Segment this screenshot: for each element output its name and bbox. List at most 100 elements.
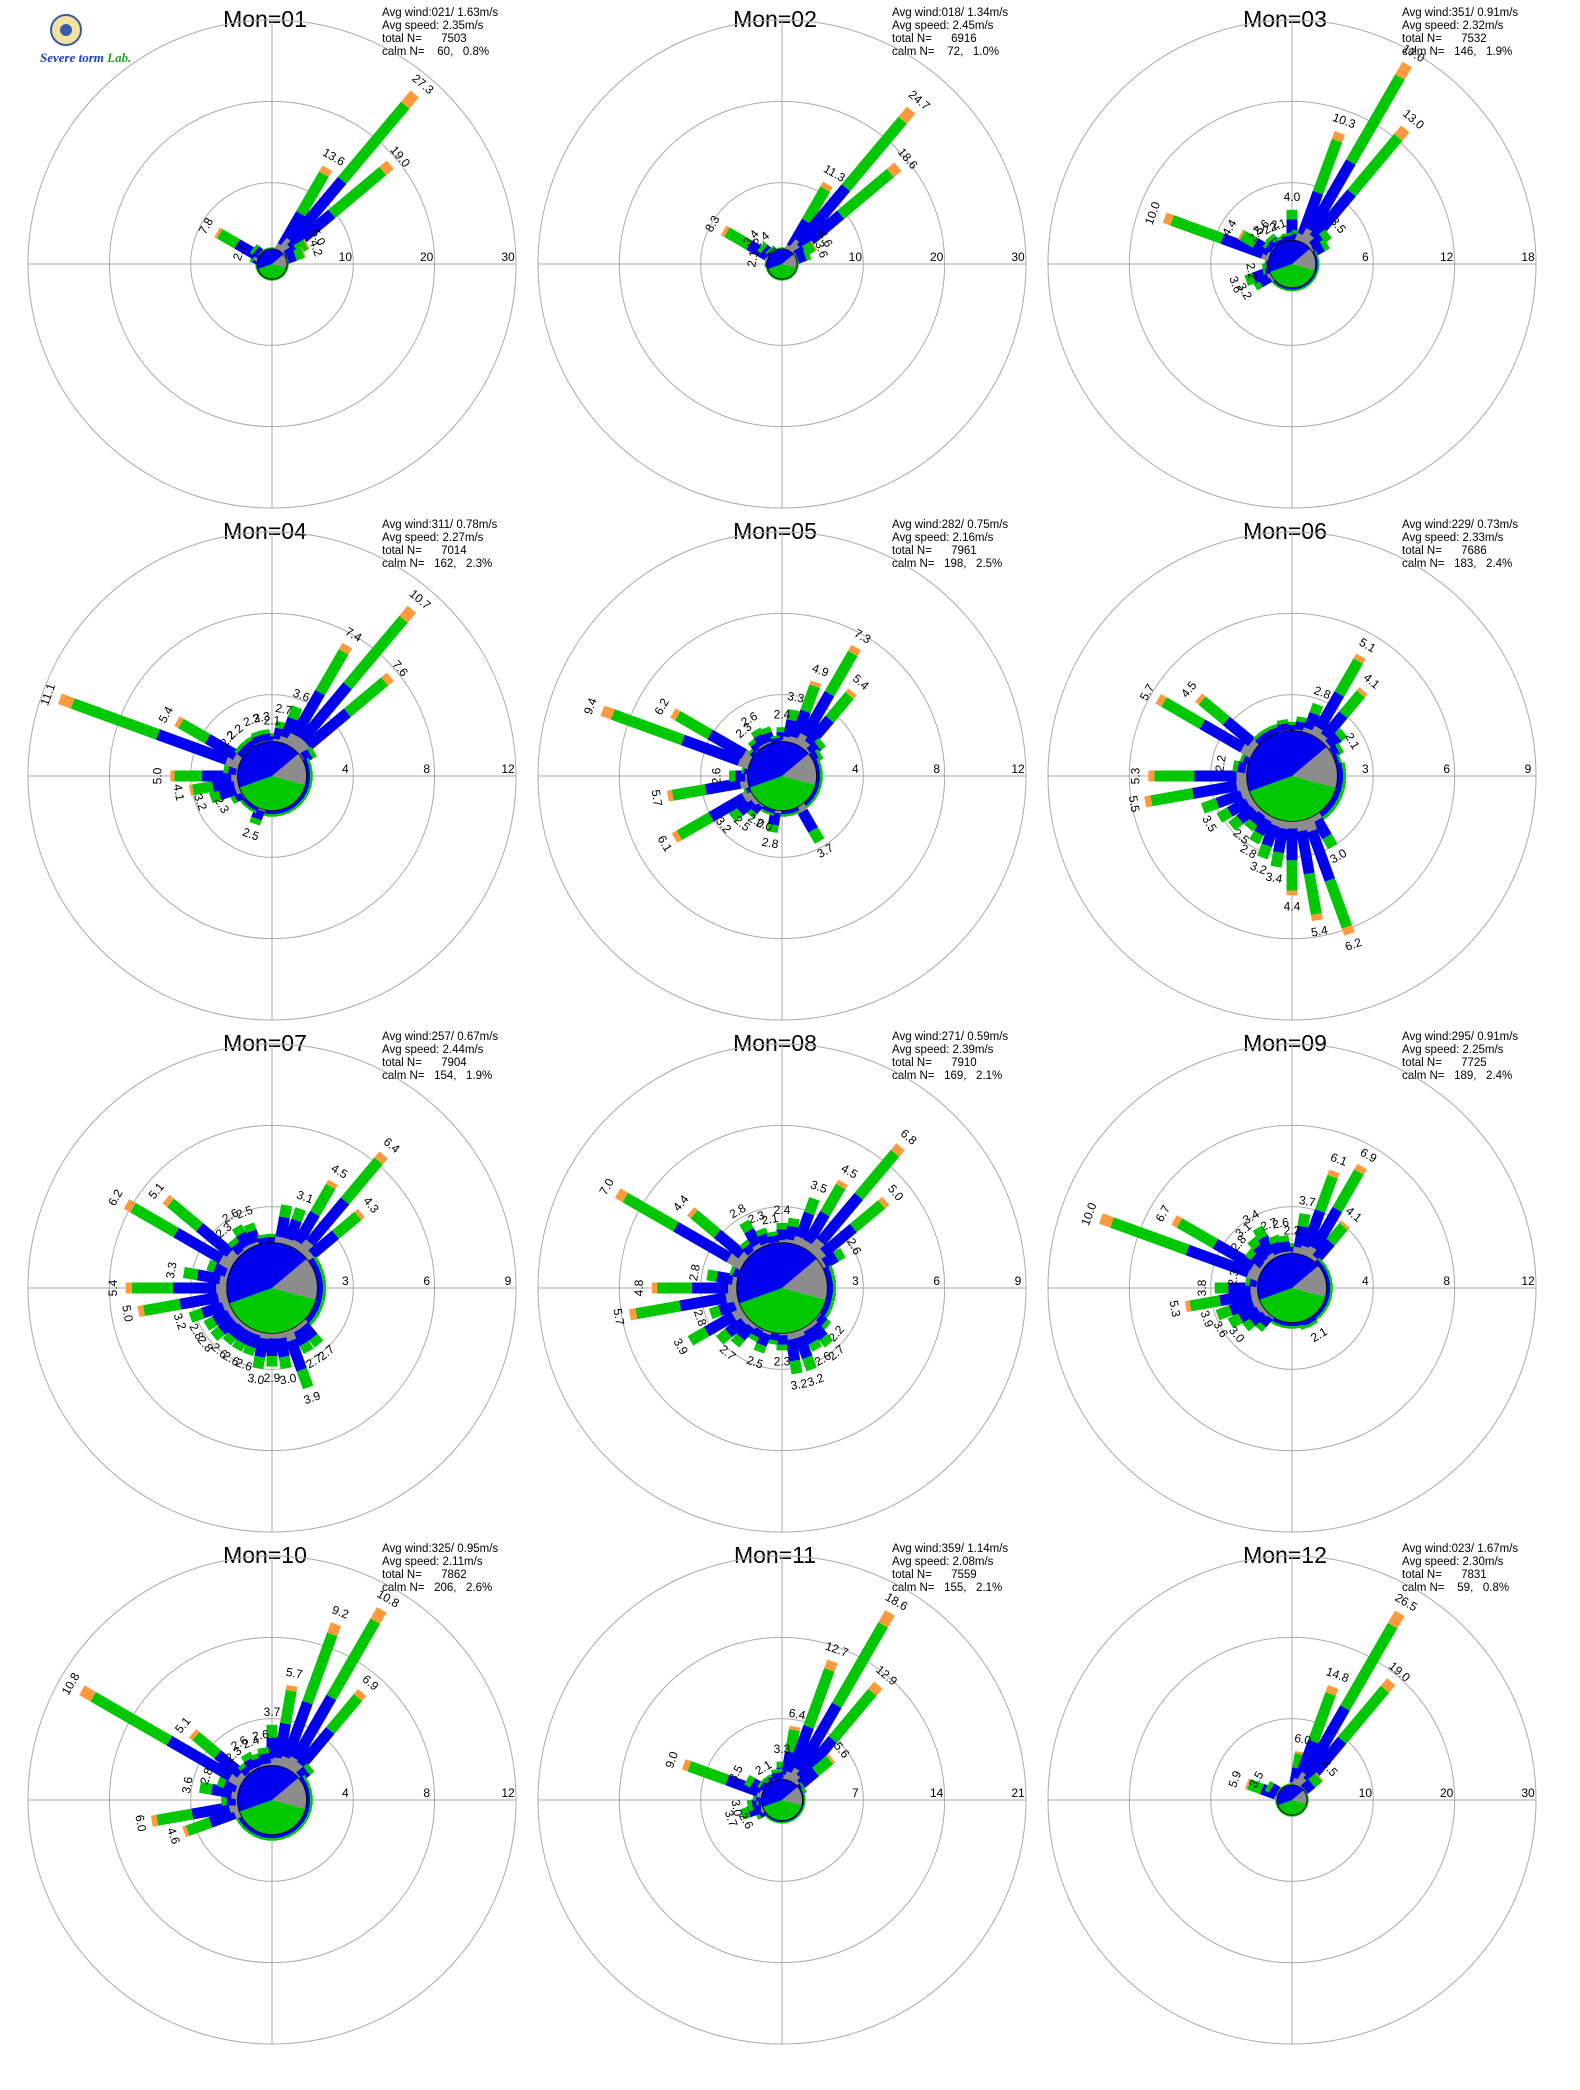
direction-bar-segment: [1297, 1213, 1311, 1228]
direction-bar-segment: [258, 1753, 272, 1765]
bar-value-label: 4.2: [307, 238, 326, 259]
direction-bar-segment: [716, 1328, 732, 1345]
bar-value-label: 2.6: [1271, 1215, 1290, 1232]
direction-bar-segment: [1334, 658, 1363, 697]
ring-tick-label: 3: [1362, 762, 1369, 776]
stats-line: total N= 7532: [1402, 33, 1487, 45]
calm-wedge: [1259, 1288, 1326, 1323]
direction-bar-segment: [786, 709, 800, 722]
direction-bar-segment: [200, 1300, 225, 1319]
bar-value-label: 7.8: [196, 215, 217, 237]
direction-bar-segment: [820, 1183, 846, 1217]
direction-bar-segment: [1228, 1282, 1251, 1294]
minor-bar-segment: [267, 814, 277, 817]
bar-value-label: 2.8: [691, 1308, 710, 1329]
calm-wedge: [256, 248, 284, 270]
windrose-title: Mon=03: [1243, 6, 1327, 32]
direction-bar-segment: [820, 1319, 832, 1331]
direction-bar-segment: [720, 225, 730, 237]
stats-line: Avg wind:229/ 0.73m/s: [1402, 519, 1519, 531]
bar-value-label: 4.5: [1178, 678, 1200, 700]
direction-bar-segment: [130, 1202, 179, 1238]
direction-bar-segment: [196, 1223, 234, 1257]
bar-value-label: 3.6: [1226, 274, 1245, 295]
direction-bar-segment: [671, 784, 707, 801]
direction-bar-segment: [801, 1327, 818, 1345]
direction-bar-segment: [833, 1248, 846, 1262]
windrose-plot: 3 6 92.43.54.56.85.02.62.22.72.63.23.22.32…: [537, 1043, 1027, 1533]
direction-bar-segment: [236, 1327, 253, 1345]
direction-bar-segment: [785, 1338, 801, 1362]
direction-bar-segment: [1237, 229, 1246, 241]
direction-bar-segment: [1281, 232, 1293, 238]
direction-bar-segment: [170, 770, 175, 782]
bar-value-label: 2.4: [774, 707, 791, 721]
stats-line: calm N= 60, 0.8%: [382, 46, 490, 58]
direction-bar-segment: [1334, 728, 1348, 742]
direction-bar-segment: [191, 1802, 231, 1820]
minor-bar-segment: [317, 1283, 323, 1293]
windrose-panel: Mon=05 Avg wind:282/ 0.75m/s Avg speed: 2.…: [520, 516, 1030, 1026]
windrose-title: Mon=09: [1243, 1030, 1327, 1056]
direction-bar-segment: [1339, 690, 1365, 719]
direction-bar-segment: [841, 116, 907, 192]
direction-bar-segment: [1296, 716, 1308, 723]
direction-bar-segment: [766, 823, 779, 833]
direction-bar-segment: [1320, 711, 1348, 741]
bar-value-label: 2.3: [1225, 1268, 1242, 1287]
bar-value-label: 5.1: [1357, 635, 1379, 656]
direction-bar-segment: [790, 709, 811, 740]
direction-bar-segment: [1248, 809, 1266, 826]
bar-value-label: 3.2: [805, 1370, 826, 1389]
direction-bar-segment: [189, 1729, 200, 1741]
direction-bar-segment: [303, 1763, 315, 1776]
calm-wedge: [749, 776, 816, 811]
direction-bar-segment: [274, 1722, 291, 1760]
direction-bar-segment: [343, 677, 389, 717]
direction-bar-segment: [797, 1767, 819, 1789]
direction-bar-segment: [1244, 272, 1256, 286]
bar-value-label: 7.6: [390, 658, 412, 680]
bar-value-label: 5.0: [150, 767, 164, 784]
direction-bar-segment: [1309, 189, 1356, 242]
direction-bar-segment: [729, 1264, 736, 1276]
direction-bar-segment: [143, 1298, 182, 1316]
direction-bar-segment: [1252, 730, 1264, 741]
bar-value-label: 2.8: [761, 835, 780, 852]
stats-line: Avg speed: 2.16m/s: [892, 532, 994, 544]
direction-bar-segment: [1310, 913, 1323, 922]
minor-bar-segment: [1343, 771, 1347, 781]
direction-bar-segment: [759, 1775, 771, 1785]
minor-bar-segment: [267, 1233, 277, 1237]
bar-value-label: 3.7: [1298, 1193, 1317, 1210]
direction-bar-segment: [1232, 760, 1239, 772]
stats-line: Avg wind:023/ 1.67m/s: [1402, 1543, 1519, 1555]
direction-bar-segment: [293, 247, 305, 261]
calm-wedge: [237, 741, 299, 788]
bar-value-label: 9.2: [330, 1603, 351, 1622]
windrose-panel: Mon=02 Avg wind:018/ 1.34m/s Avg speed: 2.…: [520, 4, 1030, 514]
calm-wedge: [782, 753, 817, 785]
windrose-stats: Avg wind:311/ 0.78m/s Avg speed: 2.27m/s t…: [382, 519, 497, 571]
direction-bar-segment: [275, 1337, 290, 1358]
direction-bar-segment: [299, 1340, 314, 1355]
minor-bar-segment: [770, 735, 780, 740]
minor-bar-segment: [323, 1283, 327, 1293]
bar-value-label: 2.3: [241, 710, 262, 729]
direction-bar-segment: [191, 781, 214, 796]
direction-bar-segment: [744, 1774, 756, 1788]
direction-bar-segment: [674, 711, 713, 740]
direction-bar-segment: [729, 770, 736, 782]
bar-value-label: 3.7: [814, 840, 836, 861]
direction-bar-segment: [1300, 1323, 1312, 1330]
minor-bar-segment: [1328, 805, 1337, 815]
direction-bar-segment: [666, 789, 674, 802]
direction-bar-segment: [266, 1338, 278, 1356]
bar-value-label: 2.7: [230, 242, 249, 263]
direction-bar-segment: [1327, 1169, 1340, 1179]
calm-wedge: [1292, 746, 1338, 788]
direction-bar-segment: [1199, 719, 1246, 753]
direction-bar-segment: [282, 1700, 313, 1760]
bar-value-label: 3.0: [728, 1799, 745, 1818]
